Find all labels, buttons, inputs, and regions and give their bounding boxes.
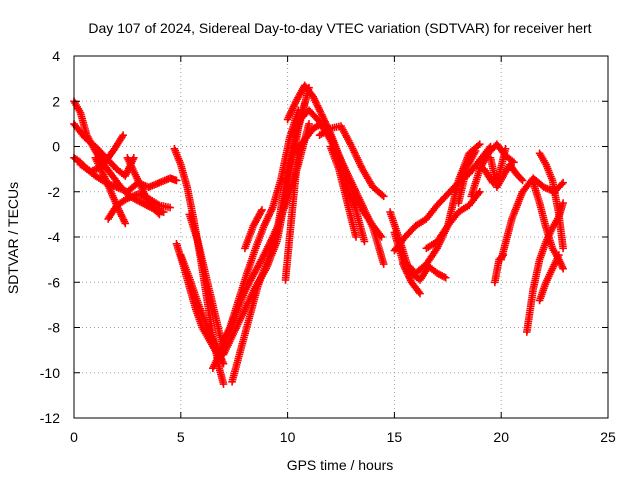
series-markers [241, 206, 266, 253]
series-s4 [535, 251, 563, 305]
x-tick-label: 25 [600, 429, 616, 445]
series-markers [454, 147, 480, 207]
series-markers [535, 149, 567, 253]
series-markers [228, 99, 309, 386]
series-p5 [326, 142, 360, 241]
series-r3 [480, 145, 510, 187]
y-tick-label: -6 [48, 274, 61, 290]
y-tick-label: 4 [52, 48, 60, 64]
series-t7 [123, 154, 164, 219]
series-markers [185, 210, 228, 354]
y-tick-label: 2 [52, 93, 60, 109]
series-markers [399, 260, 424, 298]
y-tick-label: -2 [48, 184, 61, 200]
series-markers [326, 142, 360, 241]
series-v4 [399, 260, 424, 298]
series-v6 [454, 147, 480, 207]
x-axis-label: GPS time / hours [287, 457, 394, 473]
series-s3 [535, 149, 567, 253]
y-tick-label: -10 [40, 365, 60, 381]
series-d4 [185, 210, 228, 354]
series-markers [315, 122, 388, 201]
grid-lines [74, 56, 608, 418]
chart-title: Day 107 of 2024, Sidereal Day-to-day VTE… [88, 20, 591, 36]
y-tick-label: -4 [48, 229, 61, 245]
y-axis-label: SDTVAR / TECUs [5, 182, 21, 294]
x-tick-label: 20 [493, 429, 509, 445]
axis-ticks: 0 5 10 15 20 25 -12 -10 -8 -6 -4 -2 0 2 4 [40, 48, 616, 445]
x-tick-label: 10 [280, 429, 296, 445]
series-markers [480, 145, 510, 187]
y-tick-label: -8 [48, 320, 61, 336]
series-u5 [241, 206, 266, 253]
series-markers [123, 154, 164, 219]
y-tick-label: -12 [40, 410, 60, 426]
series-u3 [228, 99, 309, 386]
series-p4 [315, 122, 388, 201]
series-markers [217, 106, 303, 350]
series-u6 [281, 147, 303, 284]
x-tick-label: 5 [177, 429, 185, 445]
series-markers [281, 147, 303, 284]
series-markers [535, 251, 563, 305]
series-u4 [217, 106, 303, 350]
data-series [70, 81, 567, 388]
x-tick-label: 15 [387, 429, 403, 445]
y-tick-label: 0 [52, 139, 60, 155]
x-tick-label: 0 [70, 429, 78, 445]
